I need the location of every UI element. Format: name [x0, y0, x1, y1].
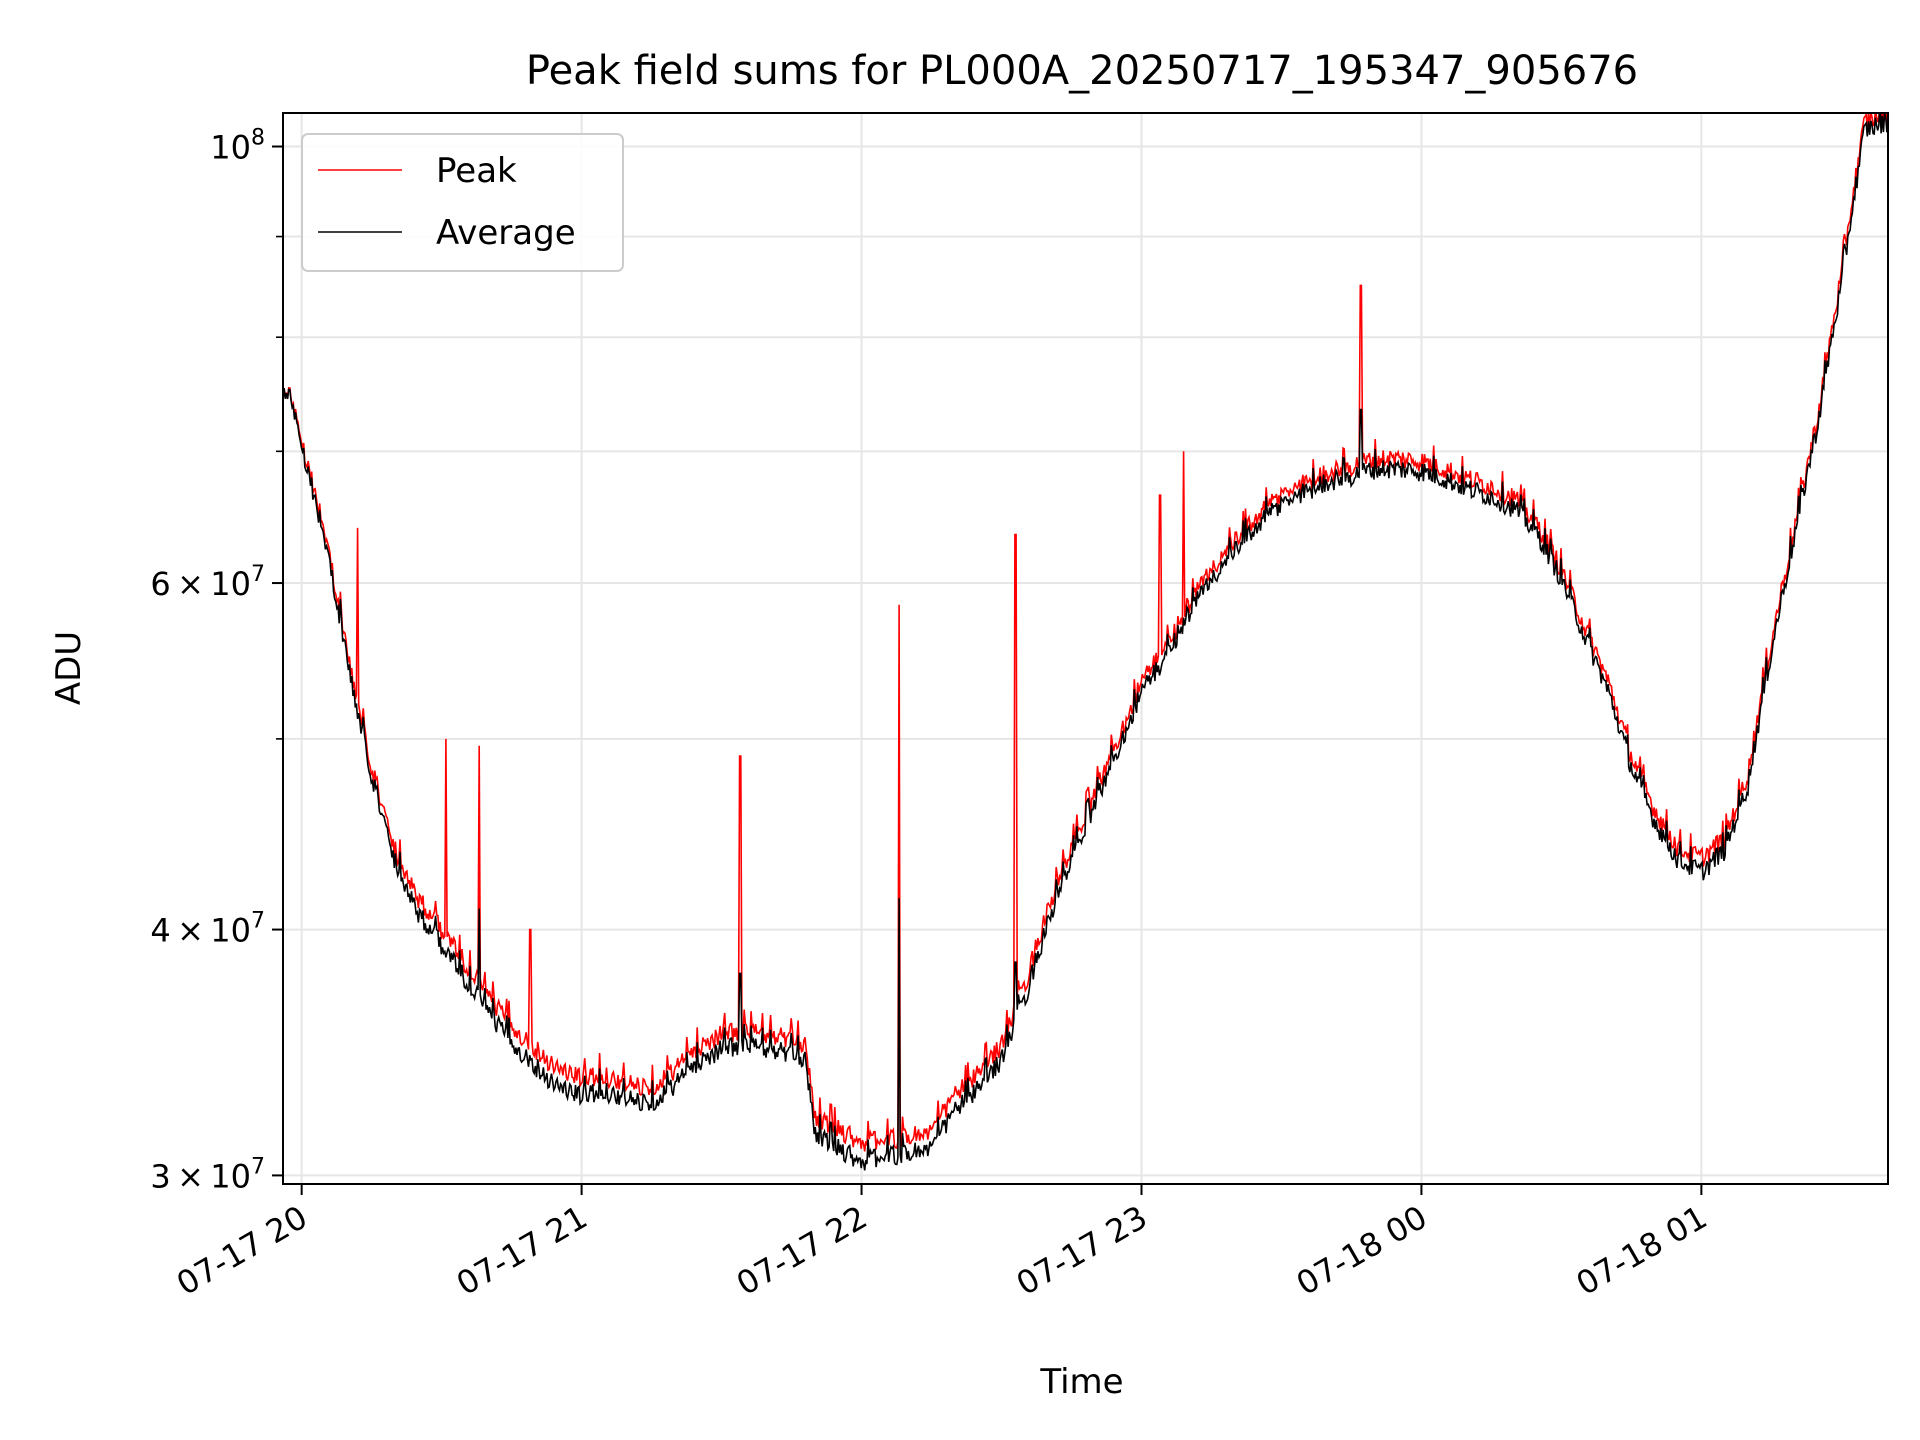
chart-title: Peak field sums for PL000A_20250717_1953… [526, 48, 1638, 94]
x-axis-label: Time [1039, 1362, 1123, 1402]
y-tick-label: 3 × 107 [150, 1154, 265, 1195]
plot-frame [282, 112, 1889, 1185]
y-axis: 3 × 107 4 × 107 6 × 107 108 [150, 126, 283, 1195]
gridlines [283, 113, 1888, 1184]
y-axis-label: ADU [49, 631, 89, 705]
legend-label-peak: Peak [436, 151, 517, 191]
y-tick-label: 6 × 107 [150, 562, 265, 603]
y-tick-label: 108 [210, 126, 265, 167]
legend-label-average: Average [436, 213, 576, 253]
legend-box [301, 133, 624, 272]
plot-series [283, 113, 1888, 1171]
series-line-average [283, 113, 1888, 1171]
legend: Peak Average [301, 133, 624, 272]
y-tick-label: 4 × 107 [150, 909, 265, 950]
